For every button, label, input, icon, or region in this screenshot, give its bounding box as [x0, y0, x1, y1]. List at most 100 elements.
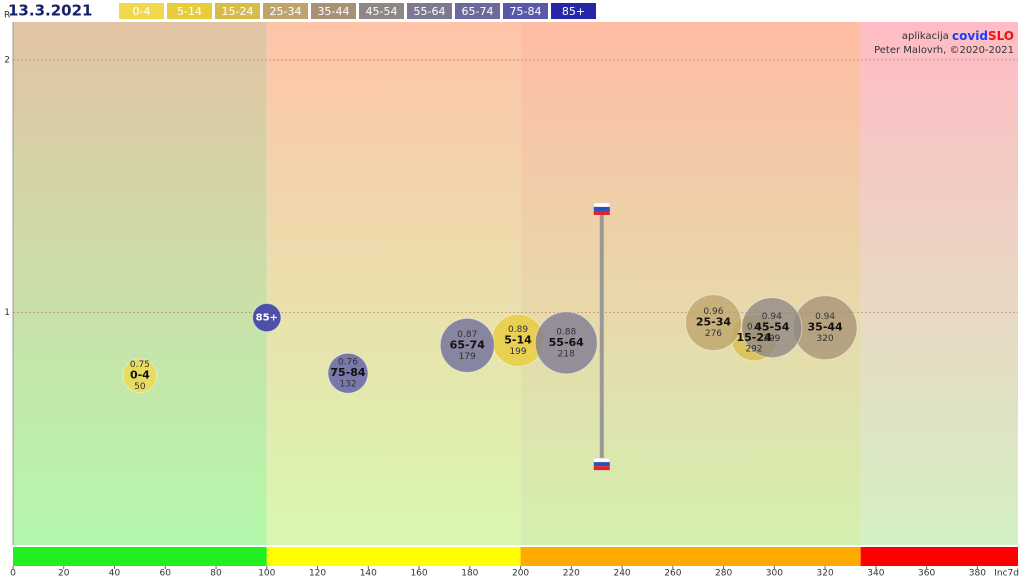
legend-swatch	[311, 3, 356, 19]
x-tick-label: 40	[109, 569, 121, 579]
legend-label: 75-84	[510, 5, 542, 18]
zone-background	[860, 22, 1018, 545]
bubble-inc-label: 50	[134, 382, 146, 392]
legend-label: 85+	[562, 5, 585, 18]
x-tick-label: 320	[817, 569, 834, 579]
bubble-inc-label: 199	[509, 347, 526, 357]
bubble	[685, 294, 742, 352]
bubble-inc-label: 276	[705, 329, 722, 339]
x-tick-label: 200	[512, 569, 529, 579]
x-tick-label: 300	[766, 569, 783, 579]
bubble-r-label: 0.94	[762, 312, 782, 322]
bubble-inc-label: 132	[339, 380, 356, 390]
flag-stripe	[593, 462, 610, 467]
legend-swatch	[551, 3, 596, 19]
x-tick-label: 280	[715, 569, 732, 579]
bubble-inc-label: 292	[745, 344, 762, 354]
bubble-name: 5-14	[504, 333, 532, 346]
y-tick-label: 1	[4, 308, 10, 318]
x-tick-label: 160	[410, 569, 427, 579]
bubble-inc-label: 179	[459, 352, 476, 362]
app-name: SLO	[988, 29, 1014, 43]
legend-swatch	[407, 3, 452, 19]
bubble-inc-label: 218	[558, 349, 575, 359]
flag-stripe	[593, 466, 610, 471]
bubble-inc-label: 299	[763, 334, 780, 344]
bubble-name: 25-34	[696, 316, 732, 329]
y-tick-label: 2	[4, 55, 10, 65]
zone-bar	[266, 547, 521, 566]
flag-stripe	[593, 210, 610, 215]
x-tick-label: 60	[160, 569, 172, 579]
bubble-r-label: 0.75	[130, 360, 150, 370]
slovenia-flag	[593, 202, 611, 215]
bubble-r-label: 0.94	[815, 312, 835, 322]
slovenia-flag	[593, 457, 611, 471]
legend-label: 0-4	[133, 5, 151, 18]
legend-label: 25-34	[270, 5, 302, 18]
legend-swatch	[119, 3, 164, 19]
bubble-r-label: 0.76	[338, 358, 358, 368]
app-name: covid	[952, 29, 988, 43]
x-tick-label: 100	[258, 569, 275, 579]
flag-stripe	[593, 457, 611, 463]
bubble	[534, 311, 598, 375]
x-tick-label: 140	[360, 569, 377, 579]
flag-stripe	[593, 202, 611, 208]
zone-background	[13, 22, 267, 545]
zone-background	[520, 22, 861, 545]
x-tick-label: 220	[563, 569, 580, 579]
legend-swatch	[359, 3, 404, 19]
x-tick-label: 120	[309, 569, 326, 579]
x-tick-label: 340	[867, 569, 884, 579]
zone-bar	[13, 547, 267, 566]
legend-swatch	[503, 3, 548, 19]
zone-background	[266, 22, 521, 545]
bubble	[439, 317, 495, 373]
bubble	[741, 297, 803, 359]
legend-label: 55-64	[414, 5, 446, 18]
legend-label: 35-44	[318, 5, 350, 18]
legend-label: 45-54	[366, 5, 398, 18]
bubble-r-label: 0.96	[703, 307, 723, 317]
bubble-r-label: 0.87	[457, 330, 477, 340]
legend-swatch	[215, 3, 260, 19]
x-tick-label: 260	[664, 569, 681, 579]
legend-swatch	[167, 3, 212, 19]
bubble-name: 15-24	[736, 331, 772, 344]
bubble-name: 85+	[256, 313, 278, 324]
bubble-inc-label: 320	[817, 334, 834, 344]
legend-label: 15-24	[222, 5, 254, 18]
legend-label: 65-74	[462, 5, 494, 18]
zone-bar	[520, 547, 861, 566]
plot-layer	[12, 22, 1018, 569]
date: 13.3.2021	[8, 2, 92, 20]
bubble-name: 35-44	[808, 321, 844, 334]
bubble	[252, 302, 282, 333]
app-prefix: aplikacija	[902, 31, 949, 42]
bubble-r-label: 0.89	[508, 325, 528, 335]
legend-swatch	[455, 3, 500, 19]
flag-stripe	[593, 206, 610, 211]
x-tick-label: 380	[969, 569, 986, 579]
bubble	[122, 358, 158, 394]
bubble-name: 75-84	[330, 366, 366, 379]
credit: Peter Malovrh, ©2020-2021	[874, 45, 1014, 56]
bubble-name: 0-4	[130, 369, 150, 382]
x-axis-label: Inc7d	[994, 569, 1019, 579]
legend-label: 5-14	[177, 5, 202, 18]
zone-bar	[860, 547, 1018, 566]
bubble-r-label: 0.88	[556, 327, 576, 337]
bubble-name: 55-64	[549, 336, 585, 349]
bubble-name: 45-54	[754, 321, 790, 334]
bubble-name: 65-74	[450, 338, 486, 351]
y-axis-label: R	[4, 11, 10, 21]
x-tick-label: 360	[918, 569, 935, 579]
app-credit: aplikacija covidSLO	[902, 29, 1014, 43]
x-tick-label: 180	[461, 569, 478, 579]
x-tick-label: 80	[210, 569, 222, 579]
x-tick-label: 240	[613, 569, 630, 579]
legend-swatch	[263, 3, 308, 19]
x-tick-label: 0	[10, 569, 16, 579]
